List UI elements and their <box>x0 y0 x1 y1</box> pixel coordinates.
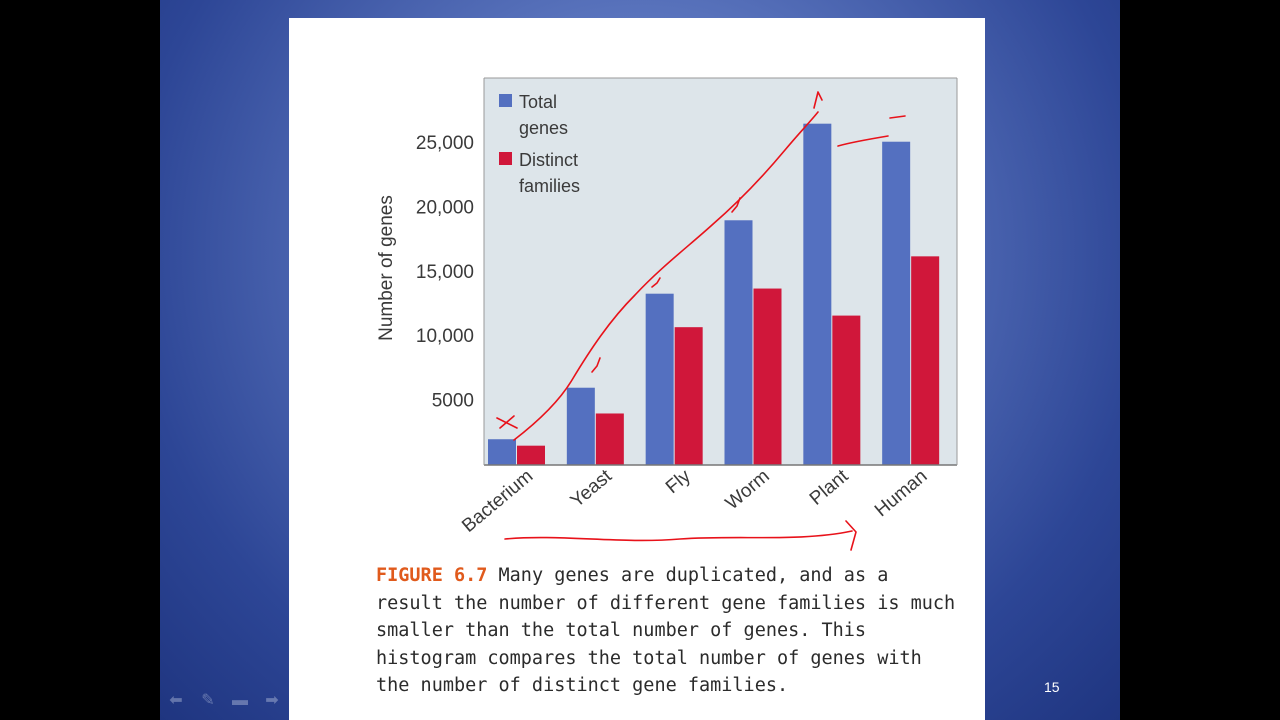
legend-label-distinct-line1: Distinct <box>519 150 578 170</box>
annotation-check-top <box>813 91 823 109</box>
y-tick-label: 20,000 <box>416 197 474 218</box>
slide-controls: ⬅ ✎ ▬ ➡ <box>166 691 282 711</box>
plot-area <box>484 78 957 465</box>
legend: Total genes Distinct families <box>499 92 580 196</box>
figure-label: FIGURE 6.7 <box>376 565 488 586</box>
legend-swatch-total <box>499 94 512 107</box>
bar-distinct-families-human <box>911 256 940 465</box>
bar-total-genes-fly <box>645 293 674 465</box>
legend-swatch-distinct <box>499 152 512 165</box>
y-tick-label: 15,000 <box>416 262 474 283</box>
bar-total-genes-plant <box>803 123 832 466</box>
next-arrow-icon[interactable]: ➡ <box>265 692 279 709</box>
bar-total-genes-bacterium <box>488 439 516 465</box>
bars-group <box>488 123 940 466</box>
x-tick-label-worm: Worm <box>722 466 774 514</box>
slide-page-number: 15 <box>1044 679 1060 695</box>
y-tick-label: 25,000 <box>416 133 474 154</box>
x-tick-label-yeast: Yeast <box>567 465 617 512</box>
y-tick-label: 10,000 <box>416 326 474 347</box>
x-tick-label-human: Human <box>871 466 931 521</box>
x-tick-label-bacterium: Bacterium <box>458 466 537 537</box>
figure-caption: FIGURE 6.7 Many genes are duplicated, an… <box>376 562 966 700</box>
annotation-plant-line <box>837 135 889 147</box>
annotation-human-dash <box>889 115 906 119</box>
bar-total-genes-human <box>882 141 911 465</box>
bar-distinct-families-fly <box>674 327 703 465</box>
annotation-bottom-arrow <box>504 520 857 551</box>
y-tick-label: 5000 <box>432 391 474 412</box>
legend-label-total-line1: Total <box>519 92 557 112</box>
x-tick-label-fly: Fly <box>662 465 695 498</box>
caption-text: Many genes are duplicated, and as a resu… <box>376 565 956 696</box>
legend-label-total-line2: genes <box>519 118 568 138</box>
bar-distinct-families-yeast <box>595 413 624 465</box>
bar-distinct-families-plant <box>832 315 861 465</box>
y-axis-title: Number of genes <box>376 195 397 341</box>
handwritten-annotations <box>496 91 906 551</box>
bar-distinct-families-worm <box>753 288 782 465</box>
x-tick-label-plant: Plant <box>806 465 853 509</box>
annotation-check-yeast <box>591 357 601 373</box>
x-tick-labels: Bacterium Yeast Fly Worm Plant Human <box>458 465 931 537</box>
pen-icon[interactable]: ✎ <box>201 692 215 709</box>
annotation-check-worm <box>731 197 741 213</box>
y-ticks: 5000 10,000 15,000 20,000 25,000 <box>416 133 474 412</box>
prev-arrow-icon[interactable]: ⬅ <box>169 692 183 709</box>
annotation-trend-curve <box>513 111 819 441</box>
bar-total-genes-yeast <box>566 387 595 465</box>
bar-total-genes-worm <box>724 220 753 465</box>
legend-label-distinct-line2: families <box>519 176 580 196</box>
annotation-check-fly <box>651 277 661 288</box>
annotation-cross-bacterium <box>496 415 518 429</box>
menu-icon[interactable]: ▬ <box>232 692 248 709</box>
bar-distinct-families-bacterium <box>517 445 545 465</box>
